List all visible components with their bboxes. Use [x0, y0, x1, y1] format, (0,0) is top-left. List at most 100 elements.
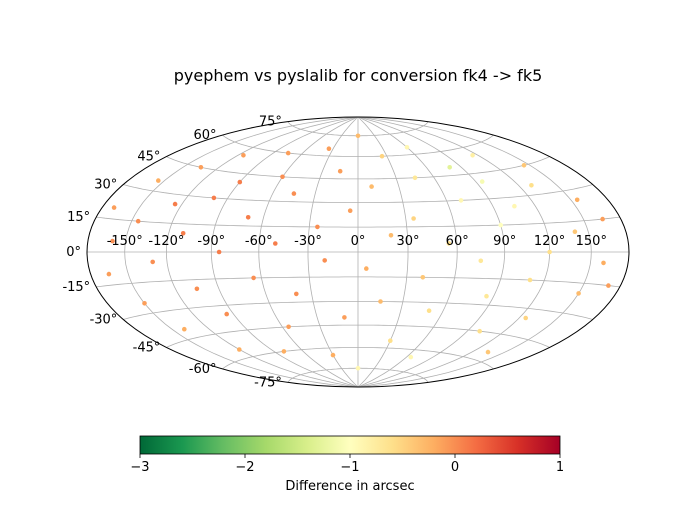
data-point — [527, 277, 533, 283]
data-point — [498, 222, 504, 228]
data-point — [211, 195, 217, 201]
data-point — [330, 352, 336, 358]
colorbar: −3 −2 −1 0 1 Difference in arcsec — [130, 435, 564, 494]
data-point — [135, 218, 141, 224]
parallel-line — [222, 347, 494, 370]
parallel-line — [96, 216, 620, 228]
data-point — [194, 286, 200, 292]
lat-tick-label: 30° — [94, 178, 117, 193]
lat-tick-label: -45° — [133, 341, 161, 356]
data-point — [378, 299, 383, 304]
data-point — [600, 216, 605, 222]
colorbar-gradient — [139, 435, 561, 455]
data-point — [245, 215, 251, 220]
data-point — [478, 258, 484, 264]
data-point — [322, 258, 328, 263]
data-point — [315, 224, 320, 230]
data-point — [529, 183, 534, 188]
data-point — [404, 145, 410, 150]
lon-tick-label: -150° — [107, 234, 143, 249]
data-point — [485, 349, 491, 355]
data-point — [484, 293, 489, 299]
data-point — [364, 266, 369, 271]
colorbar-tick-label: −1 — [340, 460, 359, 475]
data-point — [547, 249, 552, 255]
data-point — [150, 259, 155, 265]
data-point — [412, 175, 418, 181]
lon-tick-label: 120° — [534, 234, 565, 249]
colorbar-label: Difference in arcsec — [285, 479, 414, 494]
data-point — [388, 233, 394, 238]
data-point — [111, 205, 117, 210]
data-point — [512, 203, 517, 209]
data-point — [388, 338, 393, 344]
lat-tick-label: 45° — [137, 150, 160, 165]
lat-tick-label: 15° — [67, 210, 90, 225]
lat-tick-label: 75° — [259, 115, 282, 130]
data-point — [291, 191, 297, 196]
longitude-tick-labels: -150° -120° -90° -60° -30° 0° 30° 60° 90° 120° 150… — [107, 234, 607, 249]
data-point — [479, 179, 485, 184]
data-point — [182, 326, 187, 332]
parallel-line — [123, 184, 593, 203]
data-point — [426, 308, 432, 314]
data-point — [142, 301, 147, 306]
data-point — [572, 229, 578, 234]
data-point — [237, 347, 242, 352]
colorbar-tick-label: 0 — [451, 460, 459, 475]
data-point — [574, 197, 580, 203]
data-point — [224, 311, 229, 317]
data-point — [241, 153, 246, 158]
lat-tick-label: -60° — [189, 362, 217, 377]
lon-tick-label: -60° — [245, 234, 273, 249]
colorbar-ticks: −3 −2 −1 0 1 — [130, 454, 564, 475]
parallel-line — [166, 156, 550, 180]
data-point — [286, 324, 291, 330]
data-point — [342, 315, 347, 320]
lat-tick-label: 60° — [193, 128, 216, 143]
lon-tick-label: -90° — [197, 234, 225, 249]
map-border — [86, 116, 630, 388]
data-point — [294, 291, 299, 297]
data-point — [172, 201, 178, 207]
data-point — [369, 184, 374, 189]
data-point — [156, 178, 161, 183]
data-point — [106, 271, 112, 277]
data-points — [106, 133, 611, 371]
data-point — [470, 153, 475, 158]
parallel-line — [166, 324, 550, 348]
data-point — [458, 198, 464, 203]
lon-tick-label: 60° — [446, 234, 469, 249]
data-point — [355, 365, 361, 371]
colorbar-tick-label: −3 — [130, 460, 149, 475]
data-point — [606, 283, 611, 288]
data-point — [198, 165, 204, 170]
lat-tick-label: -30° — [90, 313, 118, 328]
lat-tick-label: -75° — [254, 375, 282, 390]
data-point — [285, 150, 291, 156]
lon-tick-label: 90° — [493, 234, 516, 249]
data-point — [521, 163, 527, 168]
data-point — [408, 354, 414, 360]
lon-tick-label: 150° — [576, 234, 607, 249]
data-point — [355, 133, 361, 139]
data-point — [576, 291, 581, 296]
data-point — [420, 275, 426, 280]
data-point — [523, 315, 528, 321]
data-point — [379, 153, 385, 159]
data-point — [347, 208, 353, 213]
colorbar-tick-label: 1 — [556, 460, 564, 475]
data-point — [326, 146, 332, 151]
data-point — [180, 231, 186, 236]
parallel-line — [96, 276, 620, 288]
graticule — [87, 116, 629, 388]
data-point — [601, 260, 606, 266]
chart-title: pyephem vs pyslalib for conversion fk4 -… — [174, 66, 543, 85]
lat-tick-label: -15° — [62, 280, 90, 295]
data-point — [110, 238, 115, 244]
data-point — [237, 179, 243, 185]
parallel-line — [123, 301, 593, 320]
lat-tick-label: 0° — [66, 245, 81, 260]
